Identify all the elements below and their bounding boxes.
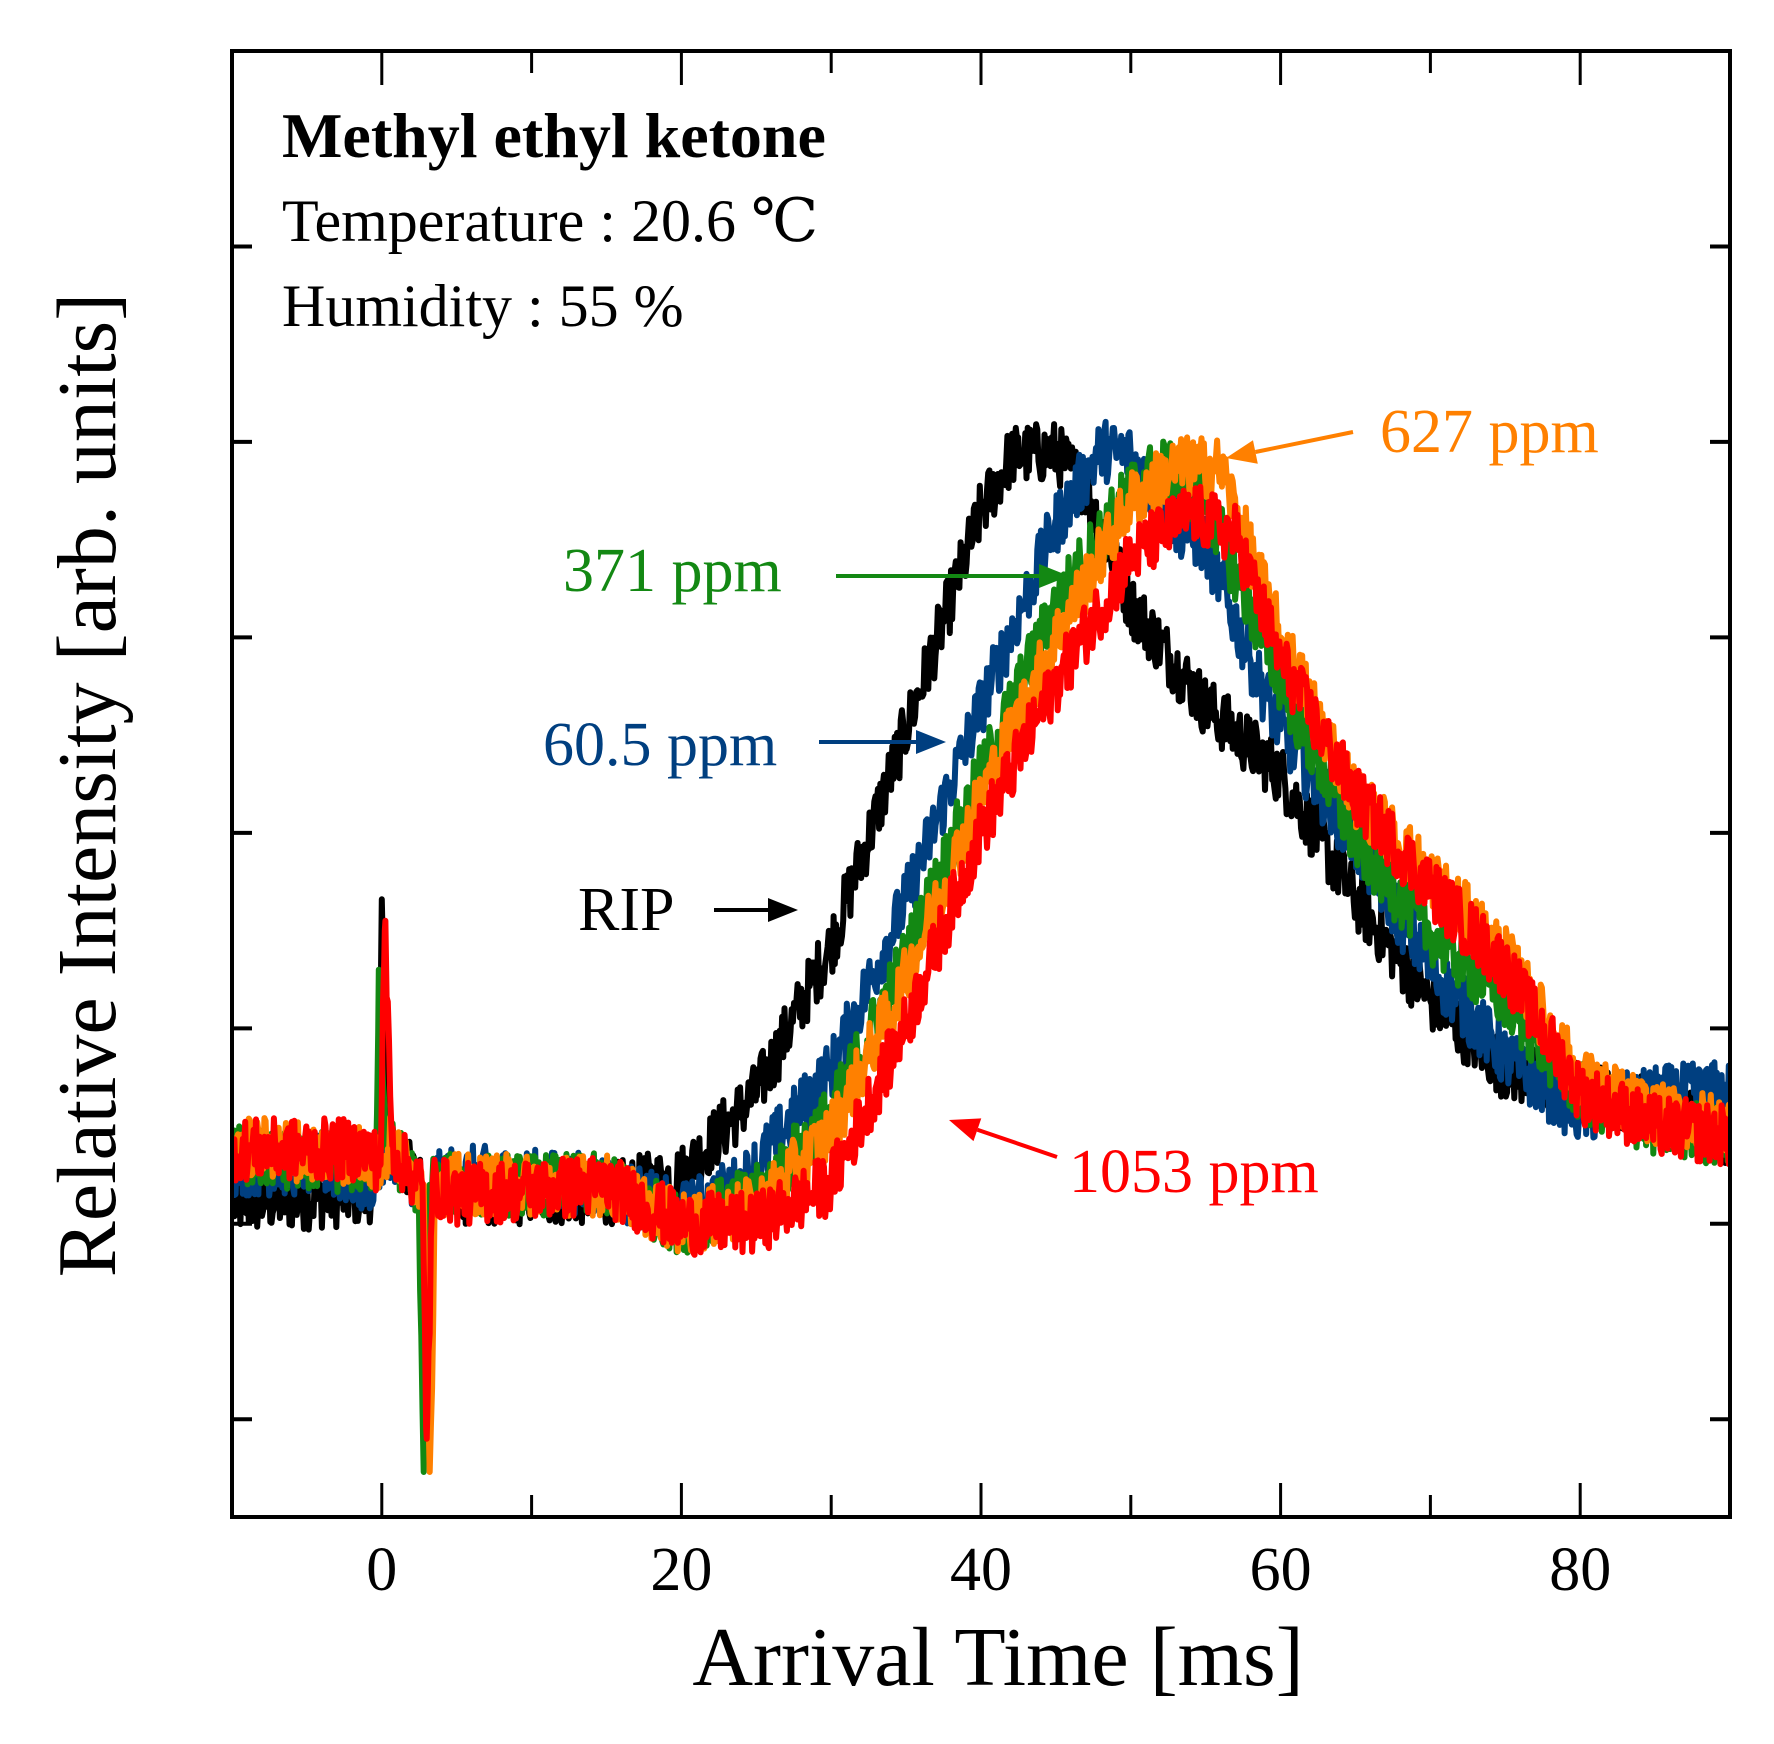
series-line-60-5-ppm <box>232 418 1730 1423</box>
arrow-head-icon <box>1039 564 1069 588</box>
ticks-group: 0 20 40 60 80 <box>232 51 1730 1604</box>
label-60-5-ppm: 60.5 ppm <box>543 711 777 779</box>
arrow-head-icon <box>1226 440 1258 464</box>
label-rip: RIP <box>578 876 674 944</box>
y-axis-label: Relative Intensity [arb. units] <box>41 293 134 1277</box>
temperature-text: Temperature : 20.6 ℃ <box>282 188 818 254</box>
arrow-rip <box>714 898 798 922</box>
x-tick-label: 60 <box>1250 1536 1312 1604</box>
arrow-627-ppm <box>1226 430 1354 464</box>
chart-title: Methyl ethyl ketone <box>282 100 826 171</box>
x-tick-label: 40 <box>950 1536 1012 1604</box>
x-axis-label: Arrival Time [ms] <box>692 1611 1303 1704</box>
arrow-head-icon <box>949 1118 982 1142</box>
arrow-head-icon <box>768 898 798 922</box>
arrow-head-icon <box>916 730 946 754</box>
arrow-shaft <box>976 1127 1058 1159</box>
label-371-ppm: 371 ppm <box>563 537 782 605</box>
series-line-1053-ppm <box>232 483 1730 1442</box>
x-tick-label: 80 <box>1549 1536 1611 1604</box>
label-627-ppm: 627 ppm <box>1380 398 1599 466</box>
humidity-text: Humidity : 55 % <box>282 273 684 339</box>
annotations-group: 627 ppm 371 ppm 60.5 ppm RIP 1053 ppm <box>543 398 1599 1206</box>
series-group <box>232 418 1730 1475</box>
arrow-60-5-ppm <box>819 730 946 754</box>
arrow-1053-ppm <box>949 1118 1058 1159</box>
label-1053-ppm: 1053 ppm <box>1069 1138 1319 1206</box>
x-tick-label: 20 <box>650 1536 712 1604</box>
series-line-rip <box>232 421 1730 1389</box>
arrow-shaft <box>1254 430 1354 454</box>
arrow-371-ppm <box>836 564 1069 588</box>
x-tick-label: 0 <box>366 1536 397 1604</box>
